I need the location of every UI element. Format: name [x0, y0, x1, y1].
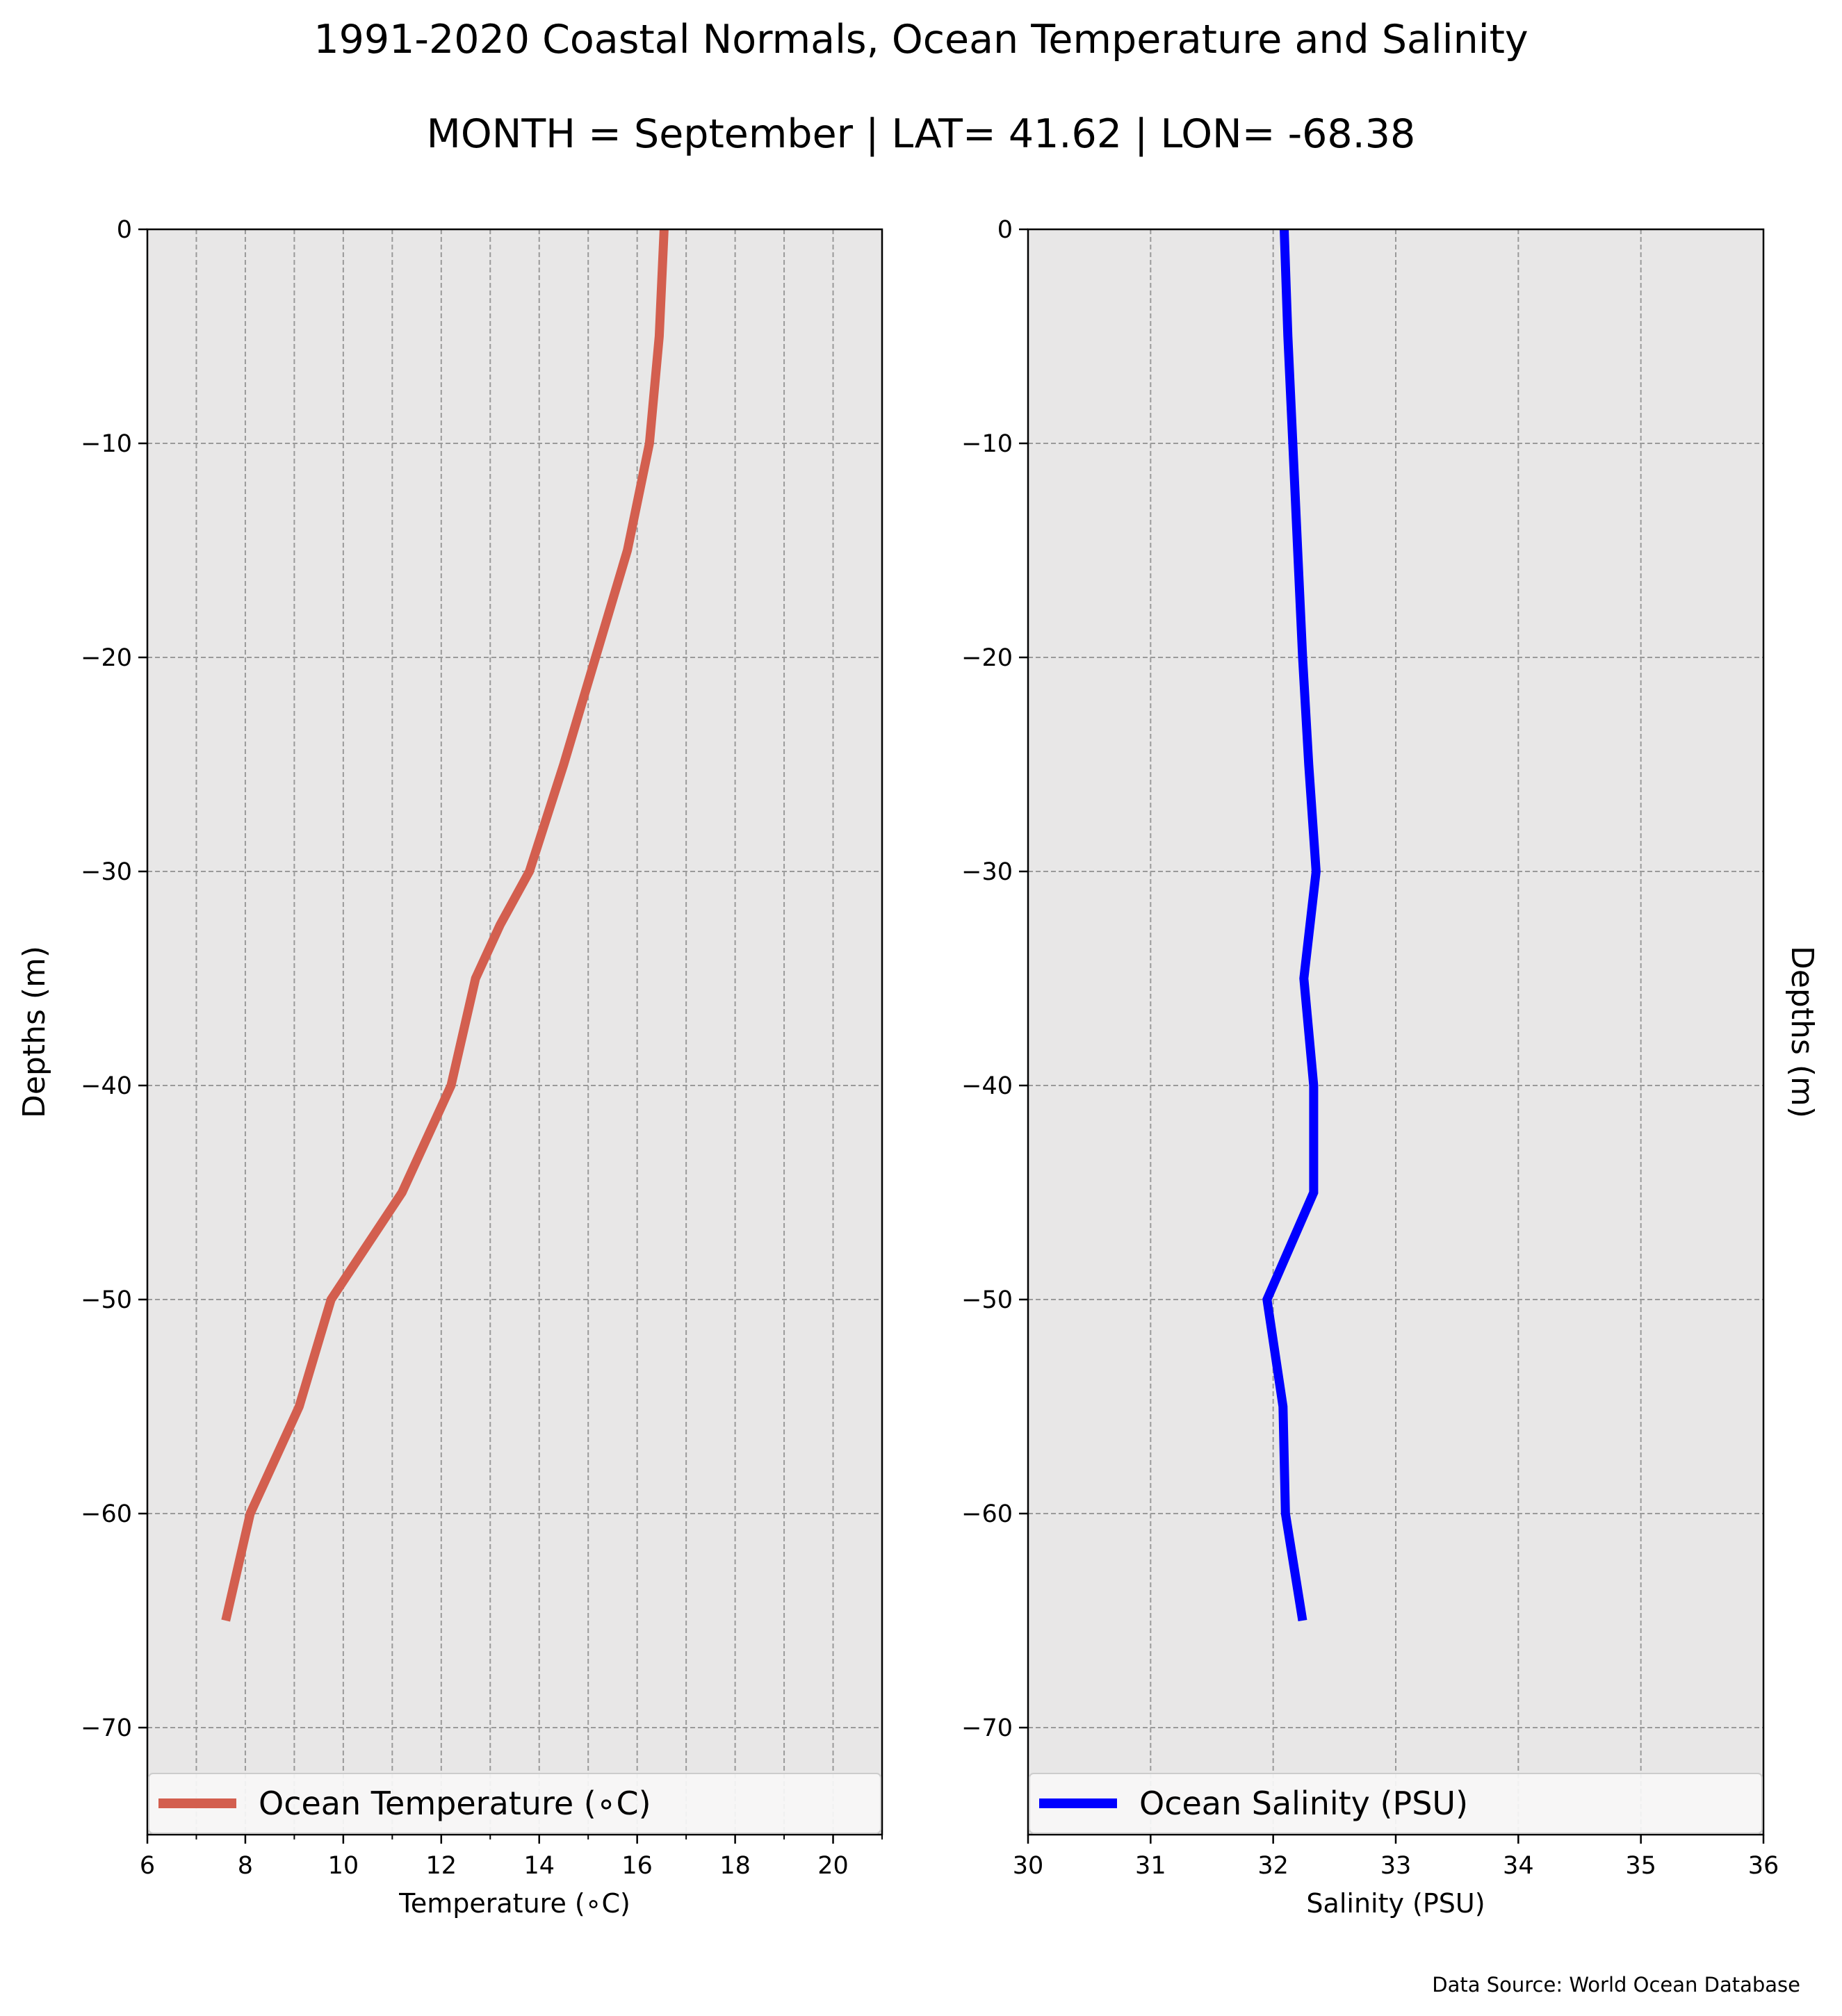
temperature-panel: 6 8 10 12 14 16 18 20 0 −10 −20 −30 −40 −50 −60 −70 Temp… [17, 216, 883, 1919]
temperature-tick-label-x: 8 [238, 1852, 253, 1880]
salinity-legend: Ocean Salinity (PSU) [1029, 1773, 1763, 1834]
temperature-plot-area [147, 229, 882, 1835]
salinity-tick-label-x: 32 [1257, 1852, 1289, 1880]
temperature-x-axis-label: Temperature (∘C) [398, 1888, 630, 1919]
temperature-tick-label-y: 0 [117, 216, 132, 244]
salinity-x-axis-label: Salinity (PSU) [1306, 1888, 1485, 1919]
temperature-tick-label-x: 20 [817, 1852, 849, 1880]
salinity-legend-box [1029, 1773, 1763, 1834]
temperature-tick-label-y: −20 [81, 644, 132, 672]
salinity-tick-label-x: 31 [1135, 1852, 1166, 1880]
temperature-tick-label-x: 14 [523, 1852, 555, 1880]
temperature-series-line [221, 229, 669, 1622]
salinity-tick-label-y: −60 [961, 1500, 1013, 1528]
salinity-legend-label: Ocean Salinity (PSU) [1139, 1785, 1468, 1822]
salinity-tick-label-y: −70 [961, 1714, 1013, 1742]
salinity-tick-label-x: 36 [1748, 1852, 1779, 1880]
salinity-panel: 30 31 32 33 34 35 36 0 −10 −20 −30 −40 −50 −60 −70 Sali… [961, 216, 1820, 1919]
temperature-tick-label-y: −70 [81, 1714, 132, 1742]
salinity-tick-label-y: 0 [997, 216, 1013, 244]
salinity-tick-label-x: 34 [1503, 1852, 1534, 1880]
temperature-tick-label-x: 10 [328, 1852, 359, 1880]
temperature-tick-label-y: −50 [81, 1286, 132, 1314]
salinity-tick-label-y: −50 [961, 1286, 1013, 1314]
salinity-tick-label-x: 30 [1013, 1852, 1044, 1880]
data-source-note: Data Source: World Ocean Database [1432, 1973, 1800, 1997]
salinity-tick-label-y: −30 [961, 858, 1013, 886]
temperature-tick-label-x: 18 [719, 1852, 751, 1880]
temperature-tick-label-y: −10 [81, 430, 132, 458]
chart-title: 1991-2020 Coastal Normals, Ocean Tempera… [313, 17, 1528, 63]
chart-subtitle: MONTH = September | LAT= 41.62 | LON= -6… [427, 111, 1416, 157]
salinity-tick-label-x: 35 [1625, 1852, 1656, 1880]
temperature-legend-label: Ocean Temperature (∘C) [259, 1785, 651, 1822]
salinity-tick-label-x: 33 [1380, 1852, 1412, 1880]
temperature-legend: Ocean Temperature (∘C) [148, 1773, 881, 1834]
temperature-tick-label-x: 12 [426, 1852, 457, 1880]
salinity-tick-label-y: −20 [961, 644, 1013, 672]
temperature-tick-label-y: −30 [81, 858, 132, 886]
salinity-tick-label-y: −10 [961, 430, 1013, 458]
temperature-tick-label-x: 6 [140, 1852, 155, 1880]
temperature-y-axis-label: Depths (m) [17, 946, 52, 1118]
salinity-y-axis-label: Depths (m) [1784, 946, 1820, 1118]
temperature-tick-label-y: −40 [81, 1072, 132, 1100]
temperature-legend-box [148, 1773, 881, 1834]
temperature-tick-label-x: 16 [621, 1852, 653, 1880]
salinity-series-line [1262, 229, 1321, 1622]
temperature-tick-label-y: −60 [81, 1500, 132, 1528]
temperature-axes-frame [146, 228, 883, 1836]
salinity-tick-label-y: −40 [961, 1072, 1013, 1100]
